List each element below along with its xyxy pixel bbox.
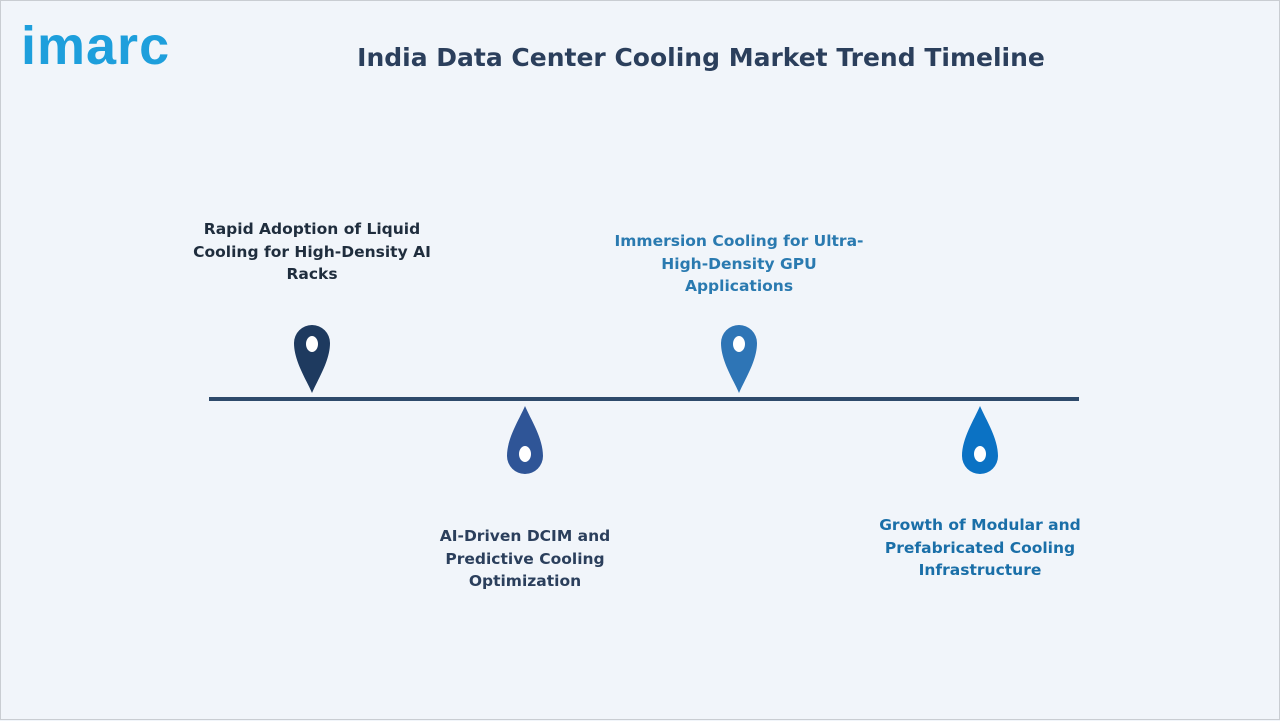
timeline-label: AI-Driven DCIM and Predictive Cooling Op… (439, 527, 611, 590)
logo: imarc (21, 16, 171, 76)
timeline-label: Rapid Adoption of Liquid Cooling for Hig… (193, 220, 431, 283)
drop-marker (507, 406, 543, 474)
timeline-label: Growth of Modular and Prefabricated Cool… (879, 516, 1081, 579)
timeline-label: Immersion Cooling for Ultra-High-Density… (614, 232, 864, 295)
pin-marker (294, 325, 330, 393)
page-title: India Data Center Cooling Market Trend T… (357, 43, 1045, 72)
pin-marker (721, 325, 757, 393)
drop-marker (962, 406, 998, 474)
